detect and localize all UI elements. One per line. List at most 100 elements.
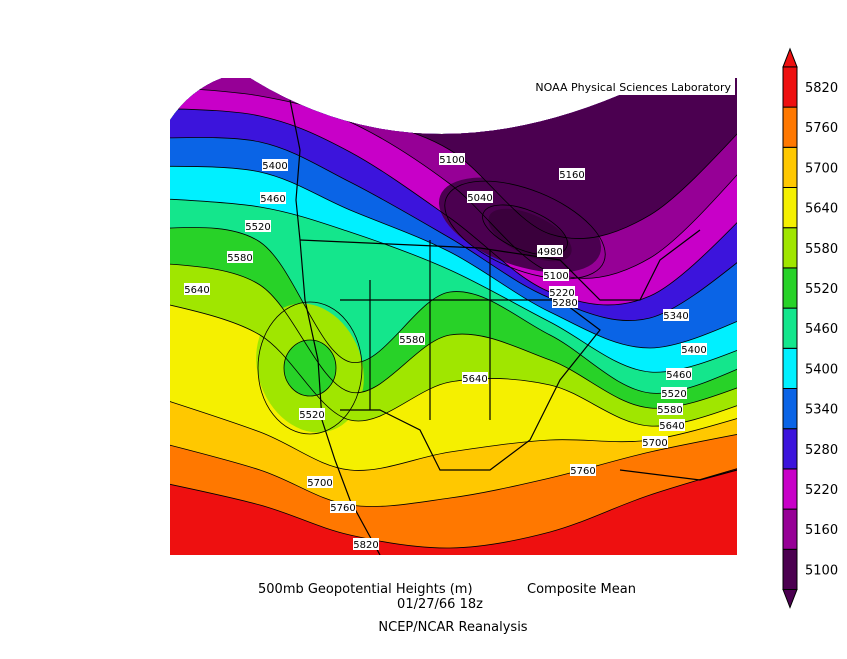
contour-label: 5160 (559, 170, 584, 181)
contour-line (170, 429, 737, 507)
colorbar-box (782, 508, 798, 550)
contour-line (170, 197, 737, 373)
contour-label: 5040 (467, 193, 492, 204)
contour-label: 5640 (184, 285, 209, 296)
colorbar-label: 5640 (805, 202, 838, 217)
contour-label-box (299, 408, 325, 420)
contour-label-box (663, 309, 689, 321)
contour-line (283, 339, 337, 397)
contour-label-box (353, 538, 379, 550)
contour-label-box (262, 159, 288, 171)
colorbar-label: 5820 (805, 81, 838, 96)
colorbar-label: 5460 (805, 322, 838, 337)
colorbar-box (782, 388, 798, 430)
colorbar-box (782, 187, 798, 229)
caption-statistic: Composite Mean (527, 582, 636, 597)
contour-line (170, 461, 737, 549)
contour-line (170, 85, 737, 279)
contour-label-box (462, 372, 488, 384)
contour-line (482, 204, 568, 256)
caption-date: 01/27/66 18z (397, 597, 483, 612)
colorbar-box (782, 106, 798, 148)
contour-label-box (570, 464, 596, 476)
colorbar-label: 5340 (805, 403, 838, 418)
boundary (299, 229, 701, 301)
contour-label: 5220 (549, 288, 574, 299)
contour-label: 5100 (543, 271, 568, 282)
colorbar-box (782, 468, 798, 510)
credit: NOAA Physical Sciences Laboratory (535, 81, 731, 94)
contour-label-box (245, 220, 271, 232)
contour-label: 5520 (245, 222, 270, 233)
contour-label-box (307, 476, 333, 488)
colorbar-label: 5520 (805, 282, 838, 297)
contour-line (170, 261, 737, 409)
contour-label: 5280 (552, 298, 577, 309)
contour-label-box (657, 403, 683, 415)
contour-label-box (260, 192, 286, 204)
contour-label: 5700 (307, 478, 332, 489)
colorbar-box (782, 548, 798, 590)
contour-label: 5460 (260, 194, 285, 205)
colorbar-label: 5160 (805, 523, 838, 538)
contour-label-box (543, 269, 569, 281)
colorbar-box (782, 66, 798, 108)
band (284, 340, 336, 396)
colorbar-label: 5580 (805, 242, 838, 257)
contour-label: 5580 (399, 335, 424, 346)
colorbar-box (782, 146, 798, 189)
contour-line (170, 137, 737, 321)
caption-field: 500mb Geopotential Heights (m) (258, 582, 473, 597)
colorbar-box (782, 347, 798, 389)
contour-label: 5520 (661, 389, 686, 400)
contour-label-box (439, 153, 465, 165)
contour-label-box (467, 191, 493, 203)
contour-label: 5400 (262, 161, 287, 172)
colorbar-label: 5280 (805, 443, 838, 458)
contour-label: 5820 (353, 540, 378, 551)
boundary (340, 299, 601, 471)
colorbar-box (782, 267, 798, 309)
contour-label-box (666, 368, 692, 380)
contour-label-box (330, 501, 356, 513)
contour-label: 5340 (663, 311, 688, 322)
contour-label: 5760 (330, 503, 355, 514)
contour-label-box (681, 343, 707, 355)
contour-line (444, 180, 606, 280)
contour-label: 5580 (227, 253, 252, 264)
contour-label: 5700 (642, 438, 667, 449)
contour-line (170, 227, 737, 394)
colorbar-label: 5760 (805, 121, 838, 136)
contour-label-box (184, 283, 210, 295)
contour-line (257, 301, 363, 435)
boundary (369, 240, 491, 420)
contour-line (170, 299, 737, 427)
credit-box (515, 78, 735, 95)
colorbar-label: 5220 (805, 483, 838, 498)
caption-source: NCEP/NCAR Reanalysis (378, 620, 527, 635)
colorbar-box (782, 428, 798, 470)
contour-labels: 5400 5460 5520 5580 5640 5100 5040 5160 4980 5100… (184, 153, 707, 551)
contour-label: 4980 (537, 247, 562, 258)
contour-label: 5760 (570, 466, 595, 477)
contour-label-box (399, 333, 425, 345)
contour-line (170, 165, 737, 349)
colorbar-label: 5700 (805, 161, 838, 176)
colorbar-label: 5400 (805, 362, 838, 377)
boundary (289, 99, 381, 555)
contour-label: 5640 (462, 374, 487, 385)
contour-label-box (559, 168, 585, 180)
contour-label: 5580 (657, 405, 682, 416)
colorbar-arrow (782, 589, 798, 609)
contour-label: 5100 (439, 155, 464, 166)
contour-label-box (549, 286, 575, 298)
colorbar-label: 5100 (805, 563, 838, 578)
contour-label-box (642, 436, 668, 448)
contour-label: 5520 (299, 410, 324, 421)
contour-label: 5460 (666, 370, 691, 381)
map (170, 78, 737, 555)
colorbar-arrow (782, 47, 798, 68)
contour-line (170, 107, 737, 306)
